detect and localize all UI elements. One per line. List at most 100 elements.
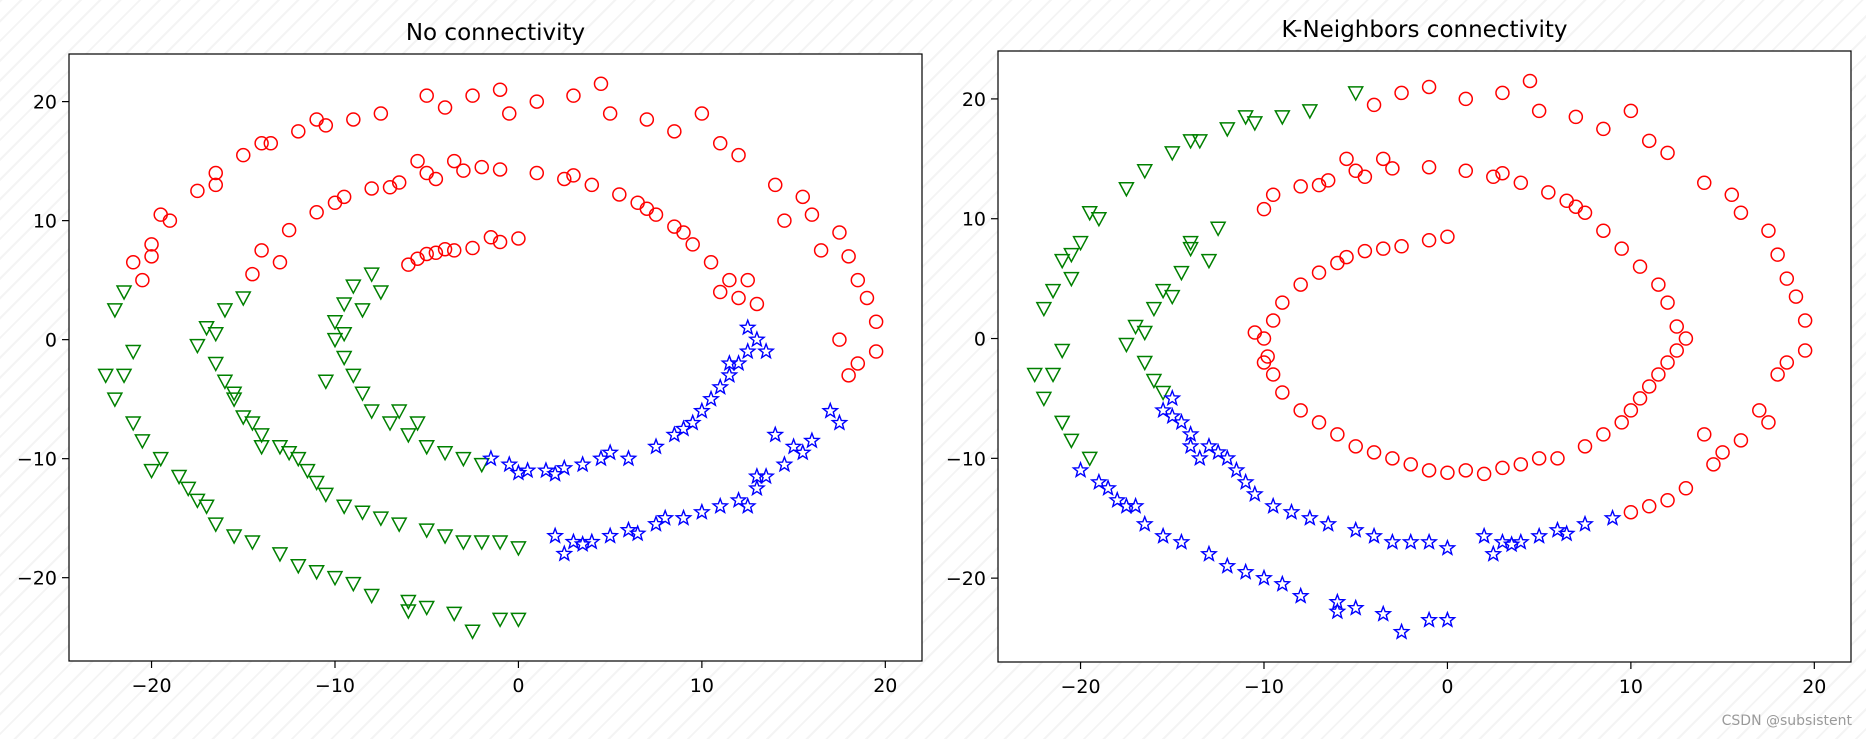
data-point-star (683, 413, 702, 431)
data-point-triangle (390, 517, 408, 533)
data-point-circle (1696, 427, 1712, 442)
data-point-circle (804, 207, 820, 222)
data-point-circle (446, 153, 462, 169)
data-point-triangle (418, 600, 435, 617)
data-point-triangle (1081, 451, 1098, 467)
data-point-triangle (1136, 164, 1154, 180)
data-point-circle (850, 272, 866, 288)
data-point-circle (1394, 239, 1409, 254)
data-point-star (1199, 436, 1218, 455)
data-point-triangle (335, 350, 353, 367)
data-point-star (1199, 544, 1218, 562)
data-point-triangle (198, 499, 215, 515)
data-point-star (747, 478, 766, 497)
data-point-star (1282, 502, 1301, 520)
data-point-circle (1596, 427, 1611, 442)
data-point-circle (767, 177, 783, 193)
data-point-triangle (473, 535, 490, 551)
data-point-circle (1678, 481, 1694, 496)
data-point-circle (327, 195, 343, 211)
data-point-circle (291, 124, 306, 139)
data-point-star (1300, 508, 1319, 526)
data-point-star (555, 458, 574, 476)
data-point-circle (1568, 109, 1584, 125)
data-point-triangle (207, 326, 225, 343)
data-point-triangle (290, 451, 307, 468)
data-point-star (1383, 532, 1402, 550)
data-point-circle (566, 88, 581, 103)
data-point-circle (437, 100, 453, 115)
data-point-circle (1366, 445, 1382, 460)
data-point-circle (254, 243, 269, 258)
x-tick-label: 10 (690, 675, 714, 697)
data-point-circle (364, 181, 379, 196)
data-point-circle (1495, 165, 1510, 181)
data-point-circle (1651, 367, 1666, 382)
data-point-circle (1706, 457, 1721, 472)
data-point-triangle (1154, 385, 1172, 402)
data-point-circle (1522, 73, 1538, 89)
data-point-circle (1339, 151, 1354, 167)
data-point-star (738, 318, 757, 336)
data-point-circle (832, 332, 847, 347)
data-point-circle (1375, 241, 1391, 256)
data-point-triangle (1044, 283, 1062, 300)
data-point-star (1108, 490, 1127, 508)
data-point-circle (1752, 403, 1767, 418)
data-point-triangle (317, 374, 335, 390)
data-point-circle (1275, 385, 1290, 400)
data-point-triangle (400, 594, 417, 611)
data-point-circle (1770, 367, 1785, 382)
data-point-triangle (216, 374, 234, 390)
data-point-star (646, 437, 666, 455)
data-point-triangle (354, 303, 371, 319)
data-point-circle (740, 272, 755, 288)
y-tick-label: −20 (17, 568, 57, 590)
data-point-star (784, 437, 803, 455)
data-point-circle (1265, 187, 1281, 203)
data-point-circle (1614, 415, 1629, 430)
data-point-circle (1366, 97, 1382, 113)
data-point-triangle (1118, 337, 1135, 354)
data-point-star (601, 526, 620, 544)
data-point-circle (428, 171, 444, 187)
x-tick-label: 20 (1802, 676, 1826, 698)
data-point-circle (1275, 295, 1290, 310)
data-point-circle (1348, 439, 1363, 454)
data-point-circle (1715, 445, 1730, 460)
data-point-triangle (290, 559, 307, 575)
data-point-circle (1678, 331, 1694, 346)
data-point-circle (667, 124, 682, 139)
data-point-triangle (381, 416, 399, 432)
data-point-triangle (1081, 205, 1098, 222)
data-point-triangle (115, 285, 133, 301)
data-point-circle (1320, 173, 1336, 188)
data-point-star (720, 353, 739, 372)
data-point-circle (1256, 201, 1272, 217)
y-tick-label: 10 (962, 209, 986, 231)
data-point-star (702, 389, 721, 407)
data-point-circle (263, 136, 279, 151)
data-point-star (674, 419, 693, 437)
data-point-circle (254, 136, 269, 151)
data-point-triangle (152, 451, 169, 468)
data-point-triangle (280, 445, 298, 462)
data-point-star (1154, 526, 1173, 544)
data-point-triangle (244, 416, 261, 432)
data-point-triangle (124, 344, 142, 361)
series-circle (125, 76, 884, 383)
x-tick-label: 20 (873, 675, 897, 697)
x-tick-label: 0 (1441, 676, 1453, 698)
data-point-star (1245, 484, 1264, 502)
data-point-circle (1421, 463, 1437, 478)
data-point-star (536, 461, 555, 479)
data-point-circle (373, 106, 389, 121)
data-point-circle (1330, 255, 1345, 271)
data-point-triangle (1136, 355, 1154, 372)
data-point-triangle (225, 529, 243, 545)
data-point-circle (419, 88, 434, 103)
data-point-circle (272, 255, 288, 270)
data-point-circle (1440, 465, 1455, 480)
data-point-circle (428, 245, 444, 261)
